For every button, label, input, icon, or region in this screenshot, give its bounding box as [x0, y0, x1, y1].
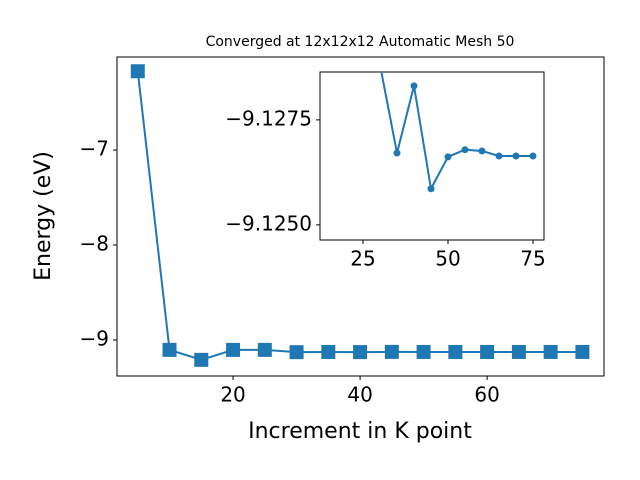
marker — [511, 344, 526, 359]
x-axis-label: Increment in K point — [248, 419, 472, 444]
marker — [512, 152, 520, 160]
x-tick-label: 50 — [435, 247, 460, 271]
marker — [130, 64, 145, 79]
series-line — [380, 72, 533, 192]
x-tick-label: 60 — [474, 383, 499, 407]
marker — [543, 344, 558, 359]
marker — [448, 344, 463, 359]
x-tick-label: 40 — [347, 383, 372, 407]
marker — [427, 185, 435, 193]
plot-content — [130, 64, 590, 367]
marker — [257, 342, 272, 357]
x-tick-label: 25 — [350, 247, 375, 271]
marker — [226, 342, 241, 357]
marker — [416, 344, 431, 359]
marker — [162, 342, 177, 357]
marker — [393, 149, 401, 157]
x-tick-label: 75 — [520, 247, 545, 271]
y-tick-label: −9.1250 — [225, 211, 312, 235]
y-tick-label: −9.1275 — [225, 106, 312, 130]
marker — [529, 152, 537, 160]
marker — [575, 344, 590, 359]
marker — [194, 352, 209, 367]
marker — [461, 146, 469, 154]
marker — [353, 345, 368, 360]
marker — [480, 344, 495, 359]
y-tick-label: −7 — [80, 137, 109, 161]
y-axis-label: Energy (eV) — [31, 151, 56, 281]
x-tick-label: 20 — [220, 383, 245, 407]
marker — [289, 345, 304, 360]
y-tick-label: −8 — [80, 231, 109, 255]
marker — [321, 344, 336, 359]
marker — [384, 344, 399, 359]
marker — [495, 152, 503, 160]
y-tick-label: −9 — [80, 326, 109, 350]
chart-title: Converged at 12x12x12 Automatic Mesh 50 — [206, 34, 515, 50]
plot-content — [380, 72, 537, 193]
marker — [478, 147, 486, 155]
marker — [444, 153, 452, 161]
marker — [410, 82, 418, 90]
